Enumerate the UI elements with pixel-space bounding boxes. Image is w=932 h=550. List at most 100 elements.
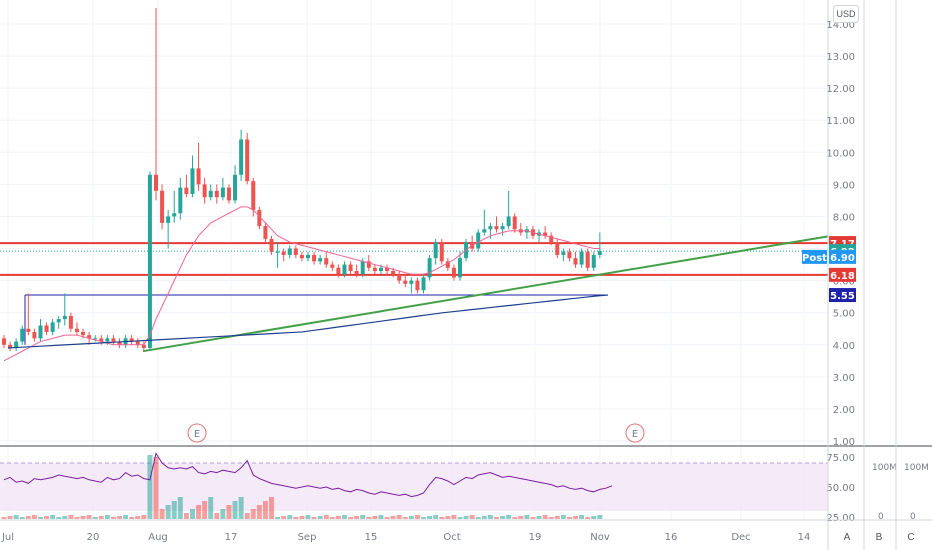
earnings-marker[interactable]	[187, 423, 207, 443]
volume-bar	[341, 515, 347, 519]
volume-bar	[98, 516, 104, 519]
volume-bar	[475, 517, 481, 519]
y-tick-label: 1.00	[833, 437, 855, 448]
volume-bar	[56, 517, 62, 519]
earnings-marker[interactable]	[625, 423, 645, 443]
candle-body	[239, 139, 244, 175]
volume-bar	[566, 517, 572, 519]
candle-body	[378, 267, 383, 271]
candle-body	[403, 280, 408, 284]
candle-body	[342, 264, 347, 275]
volume-bar	[469, 515, 475, 519]
candle-body	[549, 235, 554, 243]
candle-body	[32, 331, 37, 339]
candle-body	[44, 325, 49, 332]
volume-bar	[445, 516, 451, 519]
volume-bar	[110, 517, 116, 519]
volume-bar	[524, 515, 530, 519]
candle-body	[433, 242, 438, 259]
candle-body	[99, 338, 104, 342]
volume-bar	[554, 516, 560, 519]
price-tag-label: 6.90	[830, 253, 855, 264]
candle-body	[567, 251, 572, 259]
volume-bar	[44, 516, 50, 519]
candle-body	[196, 168, 201, 185]
volume-bar	[305, 515, 311, 519]
volume-bar	[390, 516, 396, 519]
candle-body	[56, 319, 61, 323]
currency-button[interactable]: USD	[833, 5, 859, 23]
volume-bar	[104, 515, 110, 519]
volume-bar	[141, 515, 147, 519]
candle-body	[68, 315, 73, 329]
candle-body	[257, 210, 262, 227]
volume-bar	[31, 515, 37, 519]
axis-c-button[interactable]: C	[907, 532, 915, 543]
volume-axis-top: 100M	[904, 463, 929, 473]
volume-bar	[117, 516, 123, 519]
candle-body	[494, 226, 499, 230]
volume-bar	[92, 517, 98, 519]
candle-body	[451, 267, 456, 278]
axis-b-button[interactable]: B	[875, 532, 883, 543]
candle-body	[585, 251, 590, 268]
candle-body	[2, 338, 6, 345]
volume-bar	[62, 516, 68, 519]
price-tag-label: Post	[802, 253, 827, 264]
volume-bar	[414, 515, 420, 519]
rsi-tick-label: 75.00	[826, 453, 855, 464]
volume-bar	[402, 517, 408, 519]
volume-bar	[451, 515, 457, 519]
volume-bar	[238, 497, 244, 519]
volume-bar	[360, 515, 366, 519]
candle-body	[117, 341, 122, 345]
volume-bar	[591, 516, 597, 519]
candle-body	[573, 258, 578, 265]
candle-body	[506, 216, 511, 227]
rsi-line	[3, 452, 613, 498]
volume-bar	[25, 516, 31, 519]
candle-body	[306, 254, 310, 259]
volume-bar	[481, 516, 487, 519]
volume-bar	[433, 515, 439, 519]
volume-bar	[37, 517, 43, 519]
candle-body	[597, 251, 602, 255]
candle-body	[312, 254, 317, 262]
candle-body	[8, 344, 13, 348]
y-tick-label: 8.00	[833, 212, 855, 223]
volume-bar	[269, 497, 275, 519]
y-tick-label: 12.00	[826, 84, 855, 95]
candle-body	[62, 315, 67, 320]
candle-body	[166, 216, 171, 223]
horizontal-levels	[0, 235, 829, 353]
volume-bar	[74, 517, 80, 519]
x-tick-label: Nov	[590, 532, 610, 543]
price-tag-bg	[829, 288, 856, 303]
volume-bar	[493, 517, 499, 519]
volume-axis-bottom: 0	[878, 512, 884, 522]
volume-bar	[189, 509, 195, 519]
axis-auto-button[interactable]: A	[843, 532, 851, 543]
candle-body	[245, 139, 250, 182]
price-tag-label: 6.18	[830, 271, 855, 282]
volume-bar	[171, 501, 177, 519]
volume-bar	[542, 515, 548, 519]
volume-bar	[421, 517, 427, 519]
volume-bar	[530, 517, 536, 519]
volume-bar	[548, 517, 554, 519]
candle-body	[287, 248, 292, 255]
trend-line	[142, 235, 829, 353]
candle-body	[391, 270, 396, 275]
volume-bar	[129, 517, 135, 519]
y-tick-label: 3.00	[833, 373, 855, 384]
candle-body	[269, 238, 274, 252]
candle-body	[226, 187, 231, 201]
volume-bar	[311, 517, 317, 519]
candle-body	[299, 254, 304, 259]
rsi-tick-label: 50.00	[826, 483, 855, 494]
volume-bar	[214, 513, 220, 519]
x-tick-label: 19	[529, 532, 542, 543]
candle-body	[385, 267, 390, 271]
